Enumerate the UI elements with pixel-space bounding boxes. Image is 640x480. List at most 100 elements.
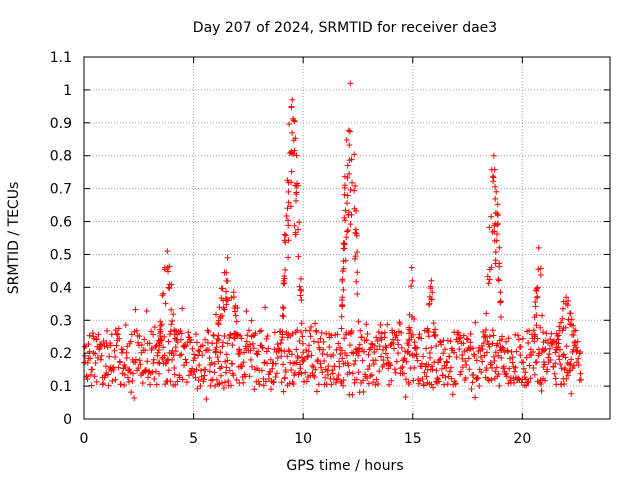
data-point xyxy=(429,366,436,373)
data-point xyxy=(472,394,479,401)
data-point xyxy=(348,327,355,334)
data-point xyxy=(481,352,488,359)
data-point xyxy=(139,380,146,387)
data-point xyxy=(532,299,539,306)
data-point xyxy=(220,297,227,304)
data-point xyxy=(224,254,231,261)
data-point xyxy=(361,348,368,355)
data-point xyxy=(425,333,432,340)
data-point xyxy=(212,349,219,356)
data-point xyxy=(399,363,406,370)
data-point xyxy=(465,355,472,362)
data-point xyxy=(131,394,138,401)
data-point xyxy=(500,365,507,372)
data-point xyxy=(272,360,279,367)
data-point xyxy=(214,335,221,342)
data-point xyxy=(154,349,161,356)
data-point xyxy=(488,213,495,220)
data-point xyxy=(346,142,353,149)
data-point xyxy=(446,353,453,360)
data-point xyxy=(172,348,179,355)
data-point xyxy=(577,370,584,377)
data-point xyxy=(282,232,289,239)
data-point xyxy=(303,378,310,385)
data-point xyxy=(437,355,444,362)
data-point xyxy=(356,341,363,348)
data-point xyxy=(339,355,346,362)
data-point xyxy=(274,341,281,348)
data-point xyxy=(305,348,312,355)
data-point xyxy=(354,269,361,276)
data-point xyxy=(288,367,295,374)
data-point xyxy=(425,361,432,368)
data-point xyxy=(487,359,494,366)
data-point xyxy=(126,366,133,373)
data-point xyxy=(466,366,473,373)
data-point xyxy=(271,329,278,336)
data-point xyxy=(302,327,309,334)
data-point xyxy=(437,338,444,345)
data-point xyxy=(496,244,503,251)
data-point xyxy=(288,104,295,111)
data-point xyxy=(345,227,352,234)
data-point xyxy=(81,352,88,359)
data-point xyxy=(314,388,321,395)
data-point xyxy=(347,342,354,349)
data-point xyxy=(200,376,207,383)
data-point xyxy=(170,352,177,359)
data-point xyxy=(279,304,286,311)
data-point xyxy=(185,372,192,379)
data-point xyxy=(278,347,285,354)
data-point xyxy=(163,357,170,364)
data-point xyxy=(478,369,485,376)
data-point xyxy=(436,357,443,364)
data-point xyxy=(522,369,529,376)
data-point xyxy=(269,365,276,372)
data-point xyxy=(556,356,563,363)
data-point xyxy=(248,317,255,324)
data-point xyxy=(454,338,461,345)
data-point xyxy=(215,332,222,339)
data-point xyxy=(535,244,542,251)
data-point xyxy=(531,314,538,321)
data-point xyxy=(547,357,554,364)
data-point xyxy=(556,323,563,330)
data-point xyxy=(262,304,269,311)
data-point xyxy=(181,342,188,349)
data-point xyxy=(503,338,510,345)
data-point xyxy=(563,343,570,350)
data-point xyxy=(533,285,540,292)
data-point xyxy=(453,354,460,361)
data-point xyxy=(353,278,360,285)
data-point xyxy=(490,174,497,181)
data-point xyxy=(575,355,582,362)
data-point xyxy=(223,364,230,371)
data-point xyxy=(380,361,387,368)
data-point xyxy=(136,333,143,340)
data-point xyxy=(428,344,435,351)
data-point xyxy=(176,352,183,359)
data-point xyxy=(199,352,206,359)
data-point xyxy=(196,348,203,355)
data-point xyxy=(549,342,556,349)
data-point xyxy=(249,363,256,370)
data-point xyxy=(157,318,164,325)
data-point xyxy=(161,352,168,359)
data-point xyxy=(226,335,233,342)
data-point xyxy=(169,318,176,325)
data-point xyxy=(288,179,295,186)
data-point xyxy=(156,340,163,347)
data-point xyxy=(401,355,408,362)
data-point xyxy=(393,332,400,339)
data-point xyxy=(112,353,119,360)
data-point xyxy=(345,211,352,218)
data-point xyxy=(296,337,303,344)
data-point xyxy=(387,342,394,349)
data-point xyxy=(326,344,333,351)
data-point xyxy=(283,213,290,220)
data-point xyxy=(156,370,163,377)
data-point xyxy=(255,378,262,385)
data-point xyxy=(568,390,575,397)
data-point xyxy=(451,349,458,356)
data-point xyxy=(349,179,356,186)
